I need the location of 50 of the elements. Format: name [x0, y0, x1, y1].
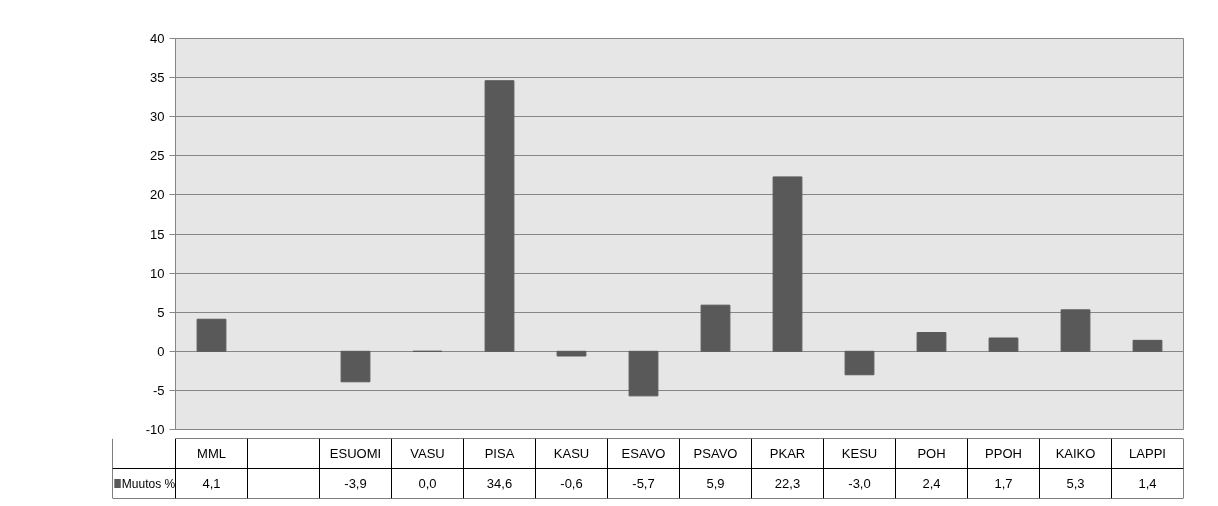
bar	[196, 318, 227, 352]
bar	[988, 337, 1019, 352]
bar	[556, 350, 587, 357]
data-label: 1,4	[1138, 476, 1157, 491]
y-tick-label: 20	[150, 187, 165, 203]
bar	[628, 350, 659, 397]
x-tick-label: POH	[917, 446, 946, 461]
x-tick-label: VASU	[410, 446, 445, 461]
bar	[340, 350, 371, 383]
y-tick-label: 5	[157, 304, 165, 320]
bar	[700, 304, 731, 352]
data-label: -3,0	[848, 476, 871, 491]
y-tick-label: 30	[150, 109, 165, 125]
y-tick-label: 10	[150, 265, 165, 281]
x-tick-label: PSAVO	[693, 446, 738, 461]
x-tick-label: MML	[197, 446, 226, 461]
x-tick-label: ESUOMI	[329, 446, 382, 461]
bar	[484, 80, 515, 352]
x-tick-label: ESAVO	[621, 446, 666, 461]
data-label: 1,7	[994, 476, 1013, 491]
bar	[844, 350, 875, 376]
y-tick-label: 25	[150, 148, 165, 164]
data-label: 5,3	[1066, 476, 1085, 491]
data-label: 5,9	[706, 476, 725, 491]
x-tick-label: KESU	[841, 446, 878, 461]
data-label: 4,1	[202, 476, 221, 491]
x-tick-label: LAPPI	[1129, 446, 1166, 461]
x-tick-label: PISA	[484, 446, 515, 461]
bar	[1132, 339, 1163, 352]
x-tick-label: PKAR	[769, 446, 806, 461]
data-label: -5,7	[632, 476, 655, 491]
x-tick-label: KAIKO	[1055, 446, 1096, 461]
x-tick-label: KASU	[553, 446, 590, 461]
bar	[772, 176, 803, 352]
data-label: -0,6	[560, 476, 583, 491]
data-label: 22,3	[774, 476, 801, 491]
data-label: 0,0	[418, 476, 437, 491]
legend-label: Muutos %	[121, 476, 176, 491]
y-tick-label: 35	[150, 70, 165, 86]
y-tick-label: -10	[145, 422, 165, 437]
bar	[1060, 309, 1091, 352]
data-label: 34,6	[486, 476, 513, 491]
data-label: -3,9	[344, 476, 367, 491]
data-label: 2,4	[922, 476, 941, 491]
x-tick-label: PPOH	[985, 446, 1022, 461]
y-tick-label: 15	[150, 226, 165, 242]
y-tick-label: 0	[157, 343, 165, 359]
bar	[916, 332, 947, 352]
y-tick-label: 40	[150, 31, 165, 46]
y-tick-label: -5	[152, 382, 165, 398]
